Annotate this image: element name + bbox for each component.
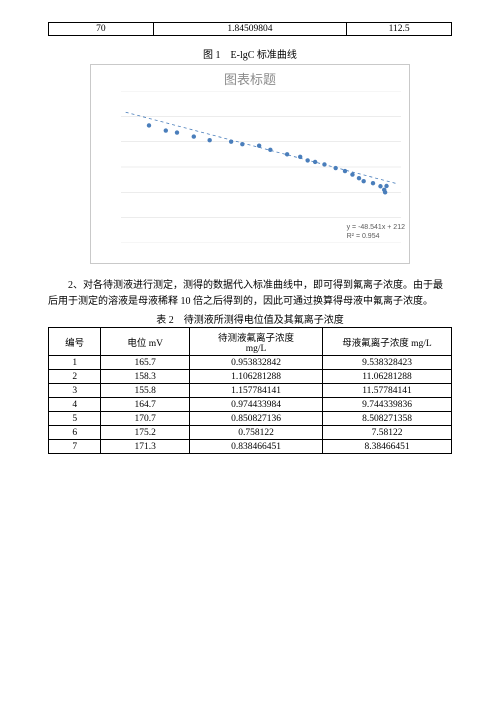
table-row: 5170.70.8508271368.508271358	[49, 412, 452, 426]
table-cell: 165.7	[101, 356, 190, 370]
table-cell: 158.3	[101, 370, 190, 384]
figure-caption: 图 1 E-lgC 标准曲线	[48, 46, 452, 61]
table-cell: 2	[49, 370, 101, 384]
table-cell: 0.974433984	[190, 398, 323, 412]
table-cell: 5	[49, 412, 101, 426]
eq-line: y = -48.541x + 212	[347, 224, 405, 232]
table-cell: 1.106281288	[190, 370, 323, 384]
table-row: 6175.20.7581227.58122	[49, 426, 452, 440]
body-paragraph: 2、对各待测液进行测定，测得的数据代入标准曲线中，即可得到氟离子浓度。由于最后用…	[48, 278, 452, 309]
table-row: 2158.31.10628128811.06281288	[49, 370, 452, 384]
table-cell: 175.2	[101, 426, 190, 440]
table2-header: 待测液氟离子浓度mg/L	[190, 328, 323, 356]
table2-header: 编号	[49, 328, 101, 356]
top-c2: 1.84509804	[153, 23, 346, 36]
table2: 编号电位 mV待测液氟离子浓度mg/L母液氟离子浓度 mg/L 1165.70.…	[48, 327, 452, 454]
table-row: 3155.81.15778414111.57784141	[49, 384, 452, 398]
chart-title: 图表标题	[91, 69, 409, 88]
table-cell: 9.744339836	[323, 398, 452, 412]
table-cell: 0.953832842	[190, 356, 323, 370]
table2-caption: 表 2 待测液所测得电位值及其氟离子浓度	[48, 311, 452, 326]
table-row: 1165.70.9538328429.538328423	[49, 356, 452, 370]
table-cell: 8.508271358	[323, 412, 452, 426]
table-cell: 164.7	[101, 398, 190, 412]
chart-plot: 050100150200250300-1-0.500.511.52	[121, 91, 401, 243]
table-row: 4164.70.9744339849.744339836	[49, 398, 452, 412]
top-c1: 70	[49, 23, 154, 36]
table-cell: 1	[49, 356, 101, 370]
table-cell: 8.38466451	[323, 440, 452, 454]
table-cell: 3	[49, 384, 101, 398]
table-cell: 1.157784141	[190, 384, 323, 398]
table-cell: 0.838466451	[190, 440, 323, 454]
table2-header: 电位 mV	[101, 328, 190, 356]
table-cell: 7	[49, 440, 101, 454]
table-cell: 155.8	[101, 384, 190, 398]
chart-equation: y = -48.541x + 212 R² = 0.954	[347, 224, 405, 241]
r2-line: R² = 0.954	[347, 233, 405, 241]
table-cell: 0.850827136	[190, 412, 323, 426]
top-c3: 112.5	[347, 23, 452, 36]
table-cell: 11.06281288	[323, 370, 452, 384]
table-cell: 9.538328423	[323, 356, 452, 370]
table-cell: 171.3	[101, 440, 190, 454]
table-cell: 0.758122	[190, 426, 323, 440]
table-cell: 6	[49, 426, 101, 440]
table2-header: 母液氟离子浓度 mg/L	[323, 328, 452, 356]
table-row: 7171.30.8384664518.38466451	[49, 440, 452, 454]
table-cell: 4	[49, 398, 101, 412]
chart-container: 图表标题 050100150200250300-1-0.500.511.52 y…	[90, 64, 410, 264]
table-cell: 170.7	[101, 412, 190, 426]
top-table: 70 1.84509804 112.5	[48, 22, 452, 36]
table-cell: 7.58122	[323, 426, 452, 440]
table-cell: 11.57784141	[323, 384, 452, 398]
